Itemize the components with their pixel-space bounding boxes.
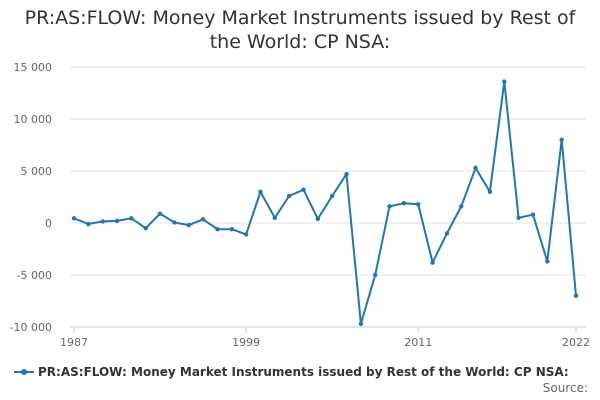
data-point[interactable] <box>172 220 177 225</box>
series-line-path[interactable] <box>73 80 577 325</box>
y-tick-label: 10 000 <box>14 113 53 126</box>
data-point[interactable] <box>315 216 321 222</box>
data-point[interactable] <box>329 193 335 199</box>
data-point[interactable] <box>401 201 407 206</box>
legend-line-marker-icon <box>14 366 34 378</box>
data-point[interactable] <box>143 226 148 231</box>
data-point[interactable] <box>416 202 421 207</box>
y-tick-label: -5 000 <box>17 269 52 282</box>
data-point[interactable] <box>559 137 564 142</box>
data-point[interactable] <box>487 189 493 194</box>
chart-title: PR:AS:FLOW: Money Market Instruments iss… <box>0 6 600 54</box>
data-point[interactable] <box>200 217 206 222</box>
data-point[interactable] <box>473 165 478 171</box>
data-point[interactable] <box>157 211 163 216</box>
x-tick-label: 2011 <box>404 336 432 349</box>
data-point[interactable] <box>516 215 521 220</box>
source-label: Source: <box>542 381 588 395</box>
data-point[interactable] <box>502 79 507 84</box>
data-point[interactable] <box>344 171 349 177</box>
data-point[interactable] <box>243 232 249 237</box>
series-points <box>71 79 579 327</box>
x-tick-label: 2022 <box>562 336 590 349</box>
grid-lines <box>70 66 586 328</box>
data-point[interactable] <box>444 231 450 236</box>
y-tick-label: 5 000 <box>21 165 53 178</box>
data-point[interactable] <box>86 221 91 227</box>
data-point[interactable] <box>100 219 105 224</box>
chart-title-line-2: the World: CP NSA: <box>209 31 391 53</box>
y-tick-label: 15 000 <box>14 61 53 74</box>
legend[interactable]: PR:AS:FLOW: Money Market Instruments iss… <box>14 364 569 380</box>
data-point[interactable] <box>430 260 435 265</box>
data-point[interactable] <box>286 193 292 199</box>
series-line <box>73 80 577 325</box>
y-tick-label: -10 000 <box>10 321 52 334</box>
data-point[interactable] <box>186 222 191 228</box>
data-point[interactable] <box>373 272 378 278</box>
data-point[interactable] <box>129 216 134 221</box>
data-point[interactable] <box>387 204 392 209</box>
data-point[interactable] <box>215 227 220 232</box>
data-point[interactable] <box>71 216 77 221</box>
data-point[interactable] <box>301 187 306 192</box>
data-point[interactable] <box>258 189 263 194</box>
data-point[interactable] <box>358 321 364 327</box>
y-tick-label: 0 <box>45 217 52 230</box>
data-point[interactable] <box>530 212 536 217</box>
x-tick-label: 1987 <box>60 336 88 349</box>
x-tick-label: 1999 <box>232 336 260 349</box>
data-point[interactable] <box>272 215 277 220</box>
legend-series-label: PR:AS:FLOW: Money Market Instruments iss… <box>38 365 569 379</box>
data-point[interactable] <box>229 227 234 232</box>
data-point[interactable] <box>114 218 120 224</box>
data-point[interactable] <box>573 293 579 298</box>
axes: -10 000 -5 000 0 5 000 10 000 15 000 1987 1999 2… <box>10 61 590 349</box>
data-point[interactable] <box>545 259 550 264</box>
chart-title-line-1: PR:AS:FLOW: Money Market Instruments iss… <box>24 7 576 29</box>
data-point[interactable] <box>459 204 464 209</box>
